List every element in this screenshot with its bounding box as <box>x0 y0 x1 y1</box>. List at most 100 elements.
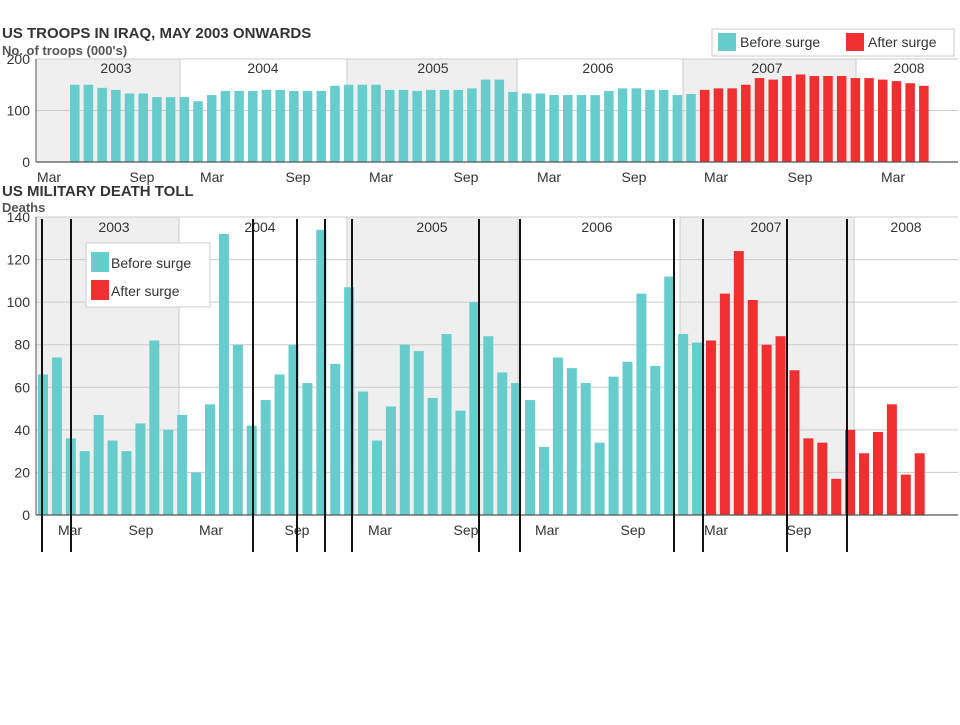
troops-y-tick-label: 100 <box>7 103 31 119</box>
troops-bar-before <box>206 95 217 162</box>
troops-legend-box <box>711 28 955 57</box>
deaths-bar-before <box>51 357 62 515</box>
deaths-bar-after <box>761 344 772 515</box>
troops-x-tick-label: Sep <box>622 169 647 185</box>
deaths-bar-before <box>441 334 452 515</box>
troops-bar-before <box>672 95 683 162</box>
troops-bar-before <box>535 93 546 162</box>
troops-bar-before <box>193 101 203 162</box>
deaths-bar-after <box>747 300 758 515</box>
deaths-x-tick-label: Sep <box>129 522 154 538</box>
deaths-bar-after <box>872 431 883 515</box>
deaths-bar-before <box>511 383 522 515</box>
deaths-title: US MILITARY DEATH TOLL <box>2 183 194 200</box>
deaths-bar-before <box>232 344 243 515</box>
troops-bar-before <box>645 89 655 162</box>
deaths-x-tick-label: Mar <box>535 522 559 538</box>
troops-x-tick-label: Sep <box>454 169 479 185</box>
deaths-bar-before <box>427 397 438 515</box>
deaths-bar-before <box>455 410 466 515</box>
deaths-bar-before <box>622 361 633 515</box>
deaths-bar-before <box>664 276 675 515</box>
troops-legend-before-swatch <box>718 33 736 51</box>
deaths-bar-after <box>733 251 744 515</box>
deaths-y-tick-label: 0 <box>22 507 30 523</box>
troops-x-tick-label: Mar <box>369 169 393 185</box>
troops-year-2004: 2004 <box>247 60 278 76</box>
troops-year-2007: 2007 <box>751 60 782 76</box>
troops-bar-before <box>426 89 436 162</box>
deaths-bar-before <box>163 429 174 515</box>
troops-bar-after <box>864 78 874 162</box>
troops-x-tick-label: Mar <box>704 169 728 185</box>
troops-bar-before <box>467 88 477 162</box>
deaths-bar-before <box>177 414 188 515</box>
deaths-bar-before <box>330 363 341 515</box>
troops-bar-before <box>590 95 600 162</box>
troops-x-ticks: Mar Sep Mar Sep Mar Sep Mar Sep Mar Sep Mar <box>37 169 905 185</box>
troops-bar-before <box>686 94 696 162</box>
troops-bar-after <box>782 76 792 162</box>
troops-bar-before <box>658 89 669 162</box>
deaths-chart: 0 20 40 60 80 100 120 140 Mar Sep Mar Sep Mar Sep Mar… <box>2 183 958 552</box>
troops-bar-before <box>70 84 80 162</box>
deaths-bar-before <box>204 404 215 515</box>
troops-x-tick-label: Sep <box>130 169 155 185</box>
troops-bar-before <box>124 93 135 162</box>
troops-x-tick-label: Mar <box>537 169 561 185</box>
deaths-bars <box>38 229 925 515</box>
deaths-bar-before <box>483 336 494 515</box>
deaths-bar-before <box>566 368 577 515</box>
deaths-bar-before <box>79 451 90 515</box>
deaths-bar-before <box>650 366 661 515</box>
deaths-year-2006: 2006 <box>581 219 612 235</box>
troops-x-tick-label: Sep <box>286 169 311 185</box>
deaths-bar-before <box>149 340 160 515</box>
deaths-bar-after <box>775 336 786 515</box>
troops-bar-before <box>138 93 148 162</box>
troops-bar-before <box>289 90 299 162</box>
deaths-legend-after-label: After surge <box>111 283 180 299</box>
troops-legend-after-label: After surge <box>868 34 937 50</box>
troops-bar-after <box>823 76 833 162</box>
deaths-bar-before <box>218 234 229 515</box>
deaths-bar-after <box>886 404 897 515</box>
troops-bar-before <box>97 87 107 162</box>
deaths-bar-before <box>594 442 605 515</box>
troops-bar-before <box>508 91 518 162</box>
troops-bar-before <box>357 84 368 162</box>
troops-bar-before <box>453 89 463 162</box>
troops-bar-after <box>905 83 915 162</box>
deaths-bar-after <box>831 478 842 515</box>
deaths-y-tick-label: 140 <box>7 209 31 225</box>
deaths-legend-after-swatch <box>91 280 109 300</box>
deaths-bar-before <box>135 423 146 515</box>
troops-bar-after <box>891 81 902 162</box>
deaths-y-tick-label: 80 <box>14 337 30 353</box>
deaths-legend-before-label: Before surge <box>111 255 191 271</box>
deaths-bar-before <box>385 406 396 515</box>
troops-bar-before <box>343 84 354 162</box>
deaths-bar-before <box>552 357 563 515</box>
deaths-bar-before <box>302 383 313 515</box>
deaths-x-tick-label: Sep <box>454 522 479 538</box>
deaths-bar-before <box>274 374 285 515</box>
deaths-bar-after <box>900 474 911 515</box>
troops-bar-before <box>549 95 559 162</box>
deaths-bar-after <box>705 340 716 515</box>
deaths-year-2003: 2003 <box>98 219 129 235</box>
troops-bar-after <box>699 89 710 162</box>
troops-bar-after <box>919 85 929 162</box>
deaths-bar-after <box>817 442 828 515</box>
deaths-x-tick-label: Sep <box>787 522 812 538</box>
deaths-bar-before <box>107 440 118 515</box>
deaths-y-ticks: 0 20 40 60 80 100 120 140 <box>7 209 31 523</box>
deaths-bar-before <box>580 383 591 515</box>
troops-bar-after <box>754 78 765 162</box>
troops-bar-before <box>275 89 285 162</box>
deaths-x-tick-label: Sep <box>621 522 646 538</box>
deaths-year-2005: 2005 <box>416 219 447 235</box>
